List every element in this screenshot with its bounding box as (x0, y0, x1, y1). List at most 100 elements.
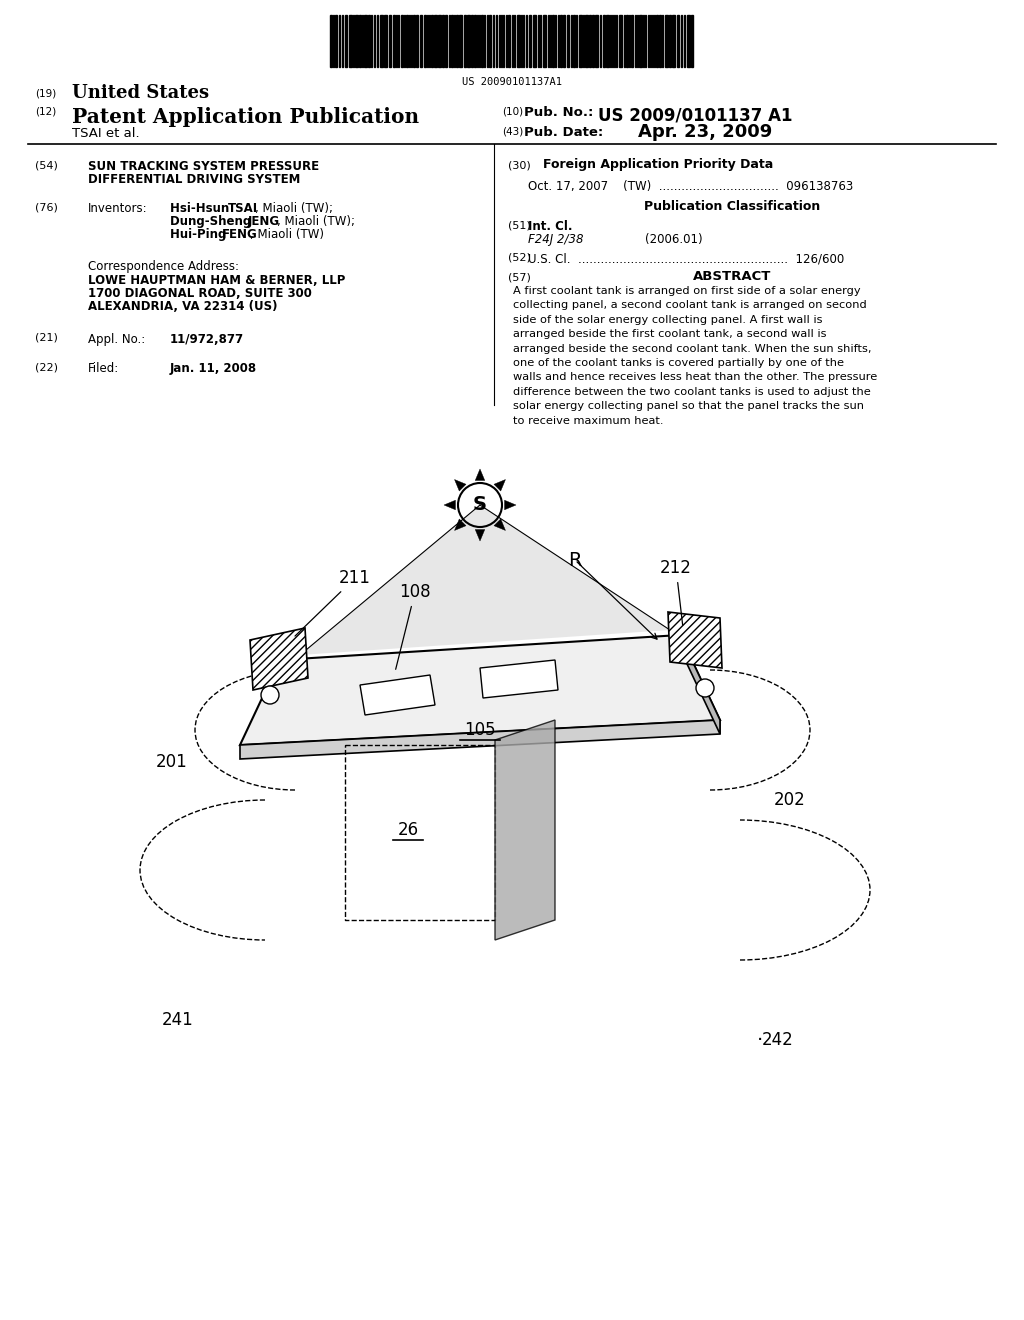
Bar (401, 15, 403, 67)
Bar (330, 15, 332, 67)
Text: (19): (19) (35, 88, 56, 98)
Bar (438, 15, 441, 67)
Bar (563, 15, 565, 67)
Bar (445, 15, 447, 67)
Text: US 20090101137A1: US 20090101137A1 (462, 77, 562, 87)
Text: TSAI et al.: TSAI et al. (72, 127, 139, 140)
Text: (12): (12) (35, 106, 56, 116)
Bar (589, 15, 591, 67)
Text: F24J 2/38: F24J 2/38 (528, 234, 584, 246)
Bar (631, 15, 633, 67)
Text: Hsi-Hsun: Hsi-Hsun (170, 202, 233, 215)
Bar (384, 15, 387, 67)
Bar (672, 15, 675, 67)
Text: 202: 202 (774, 791, 806, 809)
Text: U.S. Cl.  ........................................................  126/600: U.S. Cl. ...............................… (528, 252, 844, 265)
Bar (467, 15, 470, 67)
Text: LOWE HAUPTMAN HAM & BERNER, LLP: LOWE HAUPTMAN HAM & BERNER, LLP (88, 275, 345, 286)
Text: Oct. 17, 2007    (TW)  ................................  096138763: Oct. 17, 2007 (TW) .....................… (528, 180, 853, 193)
Bar (389, 15, 391, 67)
Text: 1700 DIAGONAL ROAD, SUITE 300: 1700 DIAGONAL ROAD, SUITE 300 (88, 286, 312, 300)
Text: S: S (473, 495, 487, 515)
Text: 242: 242 (762, 1031, 794, 1049)
Text: United States: United States (72, 84, 209, 102)
Text: DIFFERENTIAL DRIVING SYSTEM: DIFFERENTIAL DRIVING SYSTEM (88, 173, 300, 186)
Text: 211: 211 (295, 569, 371, 636)
Text: Filed:: Filed: (88, 362, 119, 375)
Bar (349, 15, 352, 67)
Polygon shape (250, 628, 308, 690)
Bar (595, 15, 598, 67)
Bar (585, 15, 588, 67)
Text: (2006.01): (2006.01) (645, 234, 702, 246)
Polygon shape (680, 635, 720, 734)
Text: Appl. No.:: Appl. No.: (88, 333, 145, 346)
Text: , Miaoli (TW);: , Miaoli (TW); (255, 202, 333, 215)
Text: Pub. Date:: Pub. Date: (524, 125, 603, 139)
Text: 212: 212 (660, 558, 692, 626)
Bar (335, 15, 337, 67)
Polygon shape (455, 479, 466, 491)
Bar (464, 15, 466, 67)
Text: (30): (30) (508, 160, 530, 170)
Bar (639, 15, 642, 67)
Bar (456, 15, 458, 67)
Bar (359, 15, 361, 67)
Bar (669, 15, 671, 67)
Bar (592, 15, 594, 67)
Bar (481, 15, 483, 67)
Polygon shape (240, 635, 720, 744)
Bar (626, 15, 628, 67)
Polygon shape (668, 612, 722, 668)
Bar (345, 15, 347, 67)
Text: JENG: JENG (248, 215, 281, 228)
Bar (691, 15, 693, 67)
Text: US 2009/0101137 A1: US 2009/0101137 A1 (598, 106, 793, 124)
Polygon shape (495, 719, 555, 940)
Bar (451, 15, 453, 67)
Bar (442, 15, 444, 67)
Polygon shape (455, 519, 466, 531)
Text: A first coolant tank is arranged on first side of a solar energy
collecting pane: A first coolant tank is arranged on firs… (513, 286, 878, 425)
Circle shape (696, 678, 714, 697)
Polygon shape (360, 675, 435, 715)
Text: 26: 26 (397, 821, 419, 840)
Polygon shape (494, 479, 506, 491)
Bar (368, 15, 370, 67)
Polygon shape (480, 660, 558, 698)
Bar (431, 15, 433, 67)
Text: , Miaoli (TW);: , Miaoli (TW); (278, 215, 355, 228)
Bar (687, 15, 690, 67)
Text: 11/972,877: 11/972,877 (170, 333, 244, 346)
Text: (76): (76) (35, 202, 58, 213)
Text: Hui-Ping: Hui-Ping (170, 228, 230, 242)
Polygon shape (444, 500, 456, 510)
Text: Correspondence Address:: Correspondence Address: (88, 260, 239, 273)
Bar (471, 15, 473, 67)
Text: (21): (21) (35, 333, 58, 343)
Bar (567, 15, 569, 67)
Text: 108: 108 (395, 583, 431, 669)
Bar (420, 15, 422, 67)
Bar (677, 15, 679, 67)
Bar (543, 15, 546, 67)
Text: , Miaoli (TW): , Miaoli (TW) (250, 228, 324, 242)
Text: TSAI: TSAI (228, 202, 258, 215)
Bar (529, 15, 531, 67)
Bar (406, 15, 408, 67)
Bar (579, 15, 582, 67)
Text: Inventors:: Inventors: (88, 202, 147, 215)
Bar (393, 15, 395, 67)
Text: SUN TRACKING SYSTEM PRESSURE: SUN TRACKING SYSTEM PRESSURE (88, 160, 319, 173)
Text: Apr. 23, 2009: Apr. 23, 2009 (638, 123, 772, 141)
Bar (364, 15, 367, 67)
Bar (355, 15, 358, 67)
Text: (10): (10) (502, 106, 523, 116)
Text: FENG: FENG (222, 228, 258, 242)
Text: 241: 241 (162, 1011, 194, 1030)
Text: ALEXANDRIA, VA 22314 (US): ALEXANDRIA, VA 22314 (US) (88, 300, 278, 313)
Text: (57): (57) (508, 272, 530, 282)
Text: (52): (52) (508, 252, 530, 261)
Polygon shape (494, 519, 506, 531)
Bar (434, 15, 437, 67)
